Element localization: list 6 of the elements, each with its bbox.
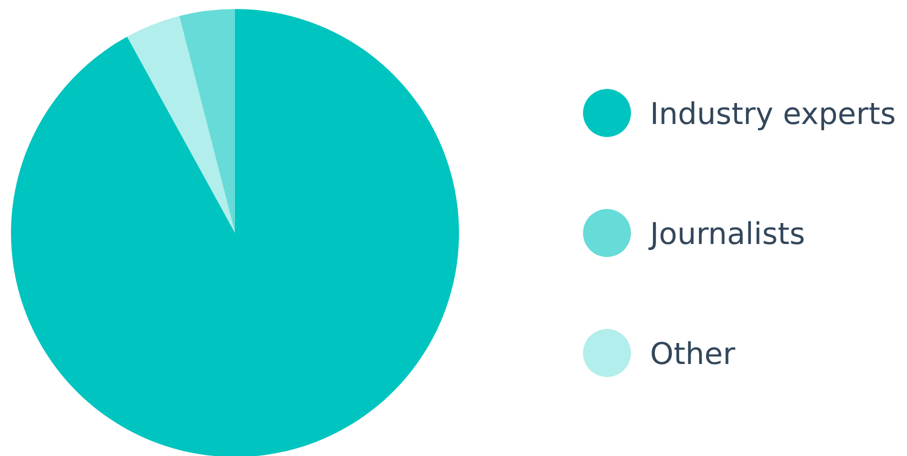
legend-label: Other xyxy=(650,337,736,372)
pie-slice xyxy=(11,9,459,456)
legend-label: Industry experts xyxy=(650,97,896,132)
pie-slice xyxy=(179,9,235,233)
legend-label: Journalists xyxy=(648,217,806,252)
pie-slice xyxy=(127,16,235,233)
